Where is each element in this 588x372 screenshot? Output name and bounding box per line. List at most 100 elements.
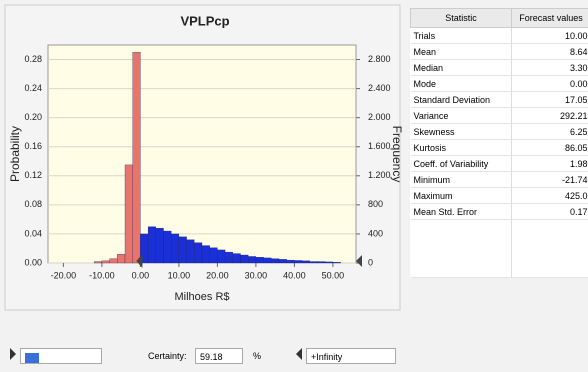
y2-tick-label: 2.800 bbox=[368, 54, 391, 64]
stat-name: Trials bbox=[410, 27, 512, 44]
stat-name: Mean Std. Error bbox=[410, 203, 512, 220]
bar bbox=[117, 254, 126, 264]
selection bbox=[25, 352, 39, 363]
table-row: Median 3.30 bbox=[410, 59, 588, 76]
y2-tick-label: 400 bbox=[368, 228, 383, 238]
bar bbox=[224, 251, 233, 264]
stat-name: Coeff. of Variability bbox=[410, 155, 512, 172]
table-row: Kurtosis 86.05 bbox=[410, 139, 588, 156]
certainty-input[interactable]: 59.18 bbox=[195, 348, 243, 364]
chart-title: VPLPcp bbox=[180, 13, 229, 28]
y2-tick-label: 2.000 bbox=[368, 112, 391, 122]
bar bbox=[101, 260, 110, 264]
bar bbox=[240, 254, 249, 264]
y-tick-label: 0.24 bbox=[24, 83, 42, 93]
bar bbox=[248, 256, 257, 264]
lower-marker bbox=[136, 254, 143, 268]
table-row: Mode 0.00 bbox=[410, 75, 588, 92]
cell bbox=[511, 219, 588, 278]
plot-area bbox=[47, 44, 357, 264]
x-tick-label: 10.00 bbox=[168, 270, 191, 280]
bar bbox=[163, 230, 172, 264]
y-tick-label: 0.00 bbox=[24, 257, 42, 267]
bar bbox=[209, 247, 218, 264]
stat-name: Skewness bbox=[410, 123, 512, 140]
stat-name: Standard Deviation bbox=[410, 91, 512, 108]
y2-tick-label: 1.600 bbox=[368, 141, 391, 151]
stat-value: 0.17 bbox=[511, 203, 588, 220]
column-header: Statistic bbox=[410, 8, 512, 28]
y-tick-label: 0.28 bbox=[24, 54, 42, 64]
bar bbox=[201, 245, 210, 264]
bar bbox=[232, 253, 241, 264]
bar bbox=[178, 236, 187, 264]
upper-grabber[interactable] bbox=[296, 348, 302, 360]
y-tick-label: 0.16 bbox=[24, 141, 42, 151]
stat-value: -21.74 bbox=[511, 171, 588, 188]
x-tick-label: -20.00 bbox=[51, 270, 77, 280]
x-tick-label: -10.00 bbox=[89, 270, 115, 280]
stat-name: Mean bbox=[410, 43, 512, 60]
table-row: Coeff. of Variability 1.98 bbox=[410, 155, 588, 172]
x-tick-label: 50.00 bbox=[322, 270, 345, 280]
bar bbox=[317, 261, 326, 264]
stat-name: Kurtosis bbox=[410, 139, 512, 156]
filler-row bbox=[410, 219, 588, 278]
stat-value: 17.05 bbox=[511, 91, 588, 108]
bar bbox=[332, 262, 341, 264]
table-row: Minimum -21.74 bbox=[410, 171, 588, 188]
bar bbox=[263, 257, 272, 264]
bar bbox=[194, 242, 203, 264]
x-tick-label: 20.00 bbox=[206, 270, 229, 280]
bar bbox=[94, 261, 103, 264]
x-tick-label: 30.00 bbox=[245, 270, 268, 280]
stat-name: Variance bbox=[410, 107, 512, 124]
header-row: Statistic Forecast values bbox=[410, 8, 588, 28]
column-header: Forecast values bbox=[511, 8, 588, 28]
bar bbox=[171, 233, 180, 264]
stat-name: Median bbox=[410, 59, 512, 76]
bar bbox=[286, 259, 295, 264]
certainty-label: Certainty: bbox=[148, 351, 187, 361]
bar bbox=[217, 249, 226, 264]
stat-value: 86.05 bbox=[511, 139, 588, 156]
y-tick-label: 0.08 bbox=[24, 199, 42, 209]
bar bbox=[124, 164, 133, 264]
upper-marker bbox=[356, 255, 362, 267]
bar bbox=[147, 226, 156, 264]
table-row: Skewness 6.25 bbox=[410, 123, 588, 140]
stat-value: 3.30 bbox=[511, 59, 588, 76]
bar bbox=[132, 52, 141, 264]
y2-tick-label: 0 bbox=[368, 257, 373, 267]
stat-value: 6.25 bbox=[511, 123, 588, 140]
stat-value: 0.00 bbox=[511, 75, 588, 92]
bar bbox=[325, 261, 334, 264]
lower-grabber[interactable] bbox=[10, 348, 16, 360]
stat-value: 10.00 bbox=[511, 27, 588, 44]
y-tick-label: 0.20 bbox=[24, 112, 42, 122]
table-row: Variance 292.21 bbox=[410, 107, 588, 124]
y-tick-label: 0.12 bbox=[24, 170, 42, 180]
table-row: Standard Deviation 17.05 bbox=[410, 91, 588, 108]
y2-axis-title: Frequency bbox=[390, 126, 404, 183]
x-axis-title: Milhoes R$ bbox=[174, 291, 229, 303]
bar bbox=[155, 227, 164, 264]
stat-name: Mode bbox=[410, 75, 512, 92]
bar bbox=[255, 257, 264, 264]
upper-input[interactable]: +Infinity bbox=[306, 348, 396, 364]
cell bbox=[410, 219, 512, 278]
certainty-unit: % bbox=[253, 351, 262, 361]
y-axis-title: Probability bbox=[8, 126, 22, 182]
stat-name: Maximum bbox=[410, 187, 512, 204]
y2-tick-label: 2.400 bbox=[368, 83, 391, 93]
y2-tick-label: 1.200 bbox=[368, 170, 391, 180]
lower-input[interactable] bbox=[20, 348, 102, 364]
y-tick-label: 0.04 bbox=[24, 228, 42, 238]
stat-value: 425.0 bbox=[511, 187, 588, 204]
chart: VPLPcp Probability Frequency Milhoes R$ … bbox=[4, 4, 404, 311]
table-row: Mean Std. Error 0.17 bbox=[410, 203, 588, 220]
stats-table: Statistic Forecast values Trials 10.00 Mean 8… bbox=[410, 8, 588, 278]
table-row: Maximum 425.0 bbox=[410, 187, 588, 204]
bar bbox=[301, 260, 310, 264]
